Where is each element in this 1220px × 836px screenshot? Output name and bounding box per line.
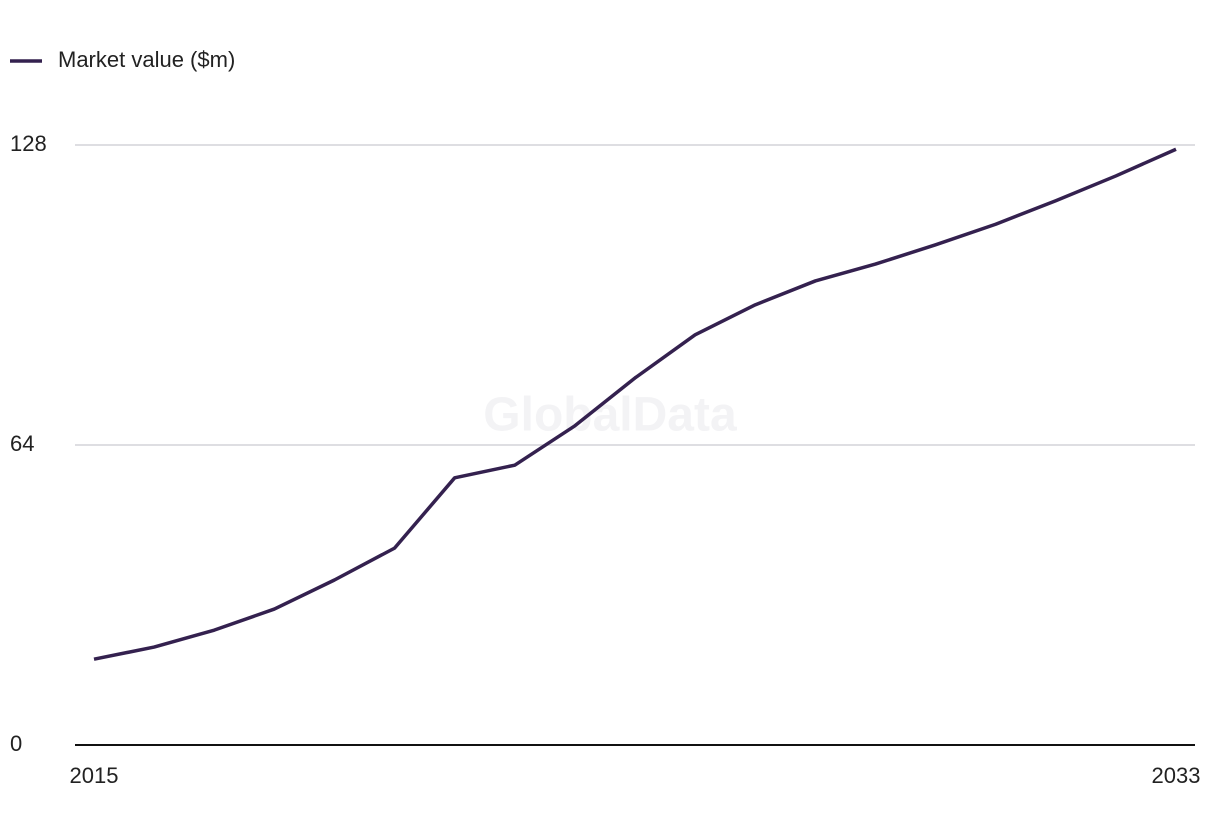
legend-label: Market value ($m) (58, 47, 235, 72)
y-tick-label: 128 (10, 131, 47, 156)
x-tick-label: 2033 (1152, 763, 1201, 788)
y-tick-label: 64 (10, 431, 34, 456)
x-tick-label: 2015 (70, 763, 119, 788)
data-line (93, 147, 1177, 661)
y-tick-label: 0 (10, 731, 22, 756)
